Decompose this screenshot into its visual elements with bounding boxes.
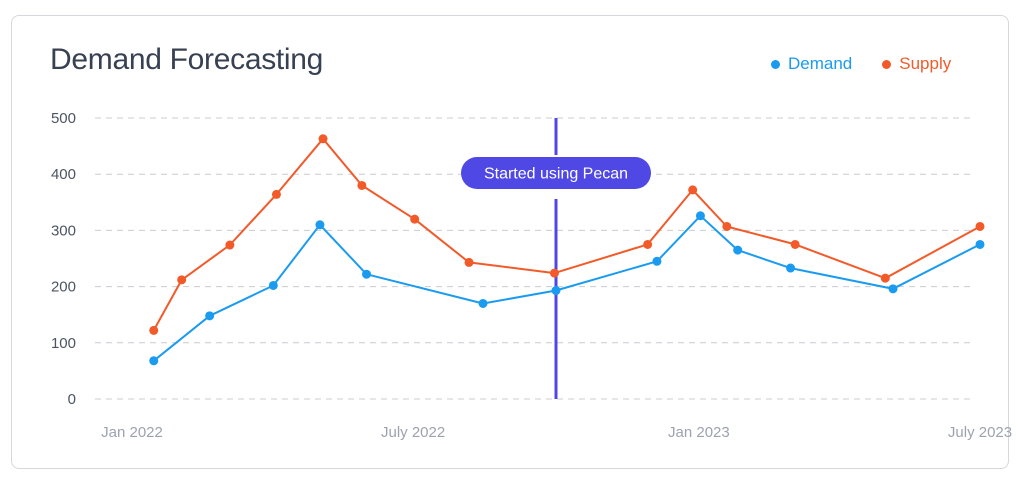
data-point-supply[interactable] <box>722 221 732 231</box>
y-tick-label: 400 <box>51 166 76 183</box>
legend-label-demand: Demand <box>788 54 853 73</box>
data-point-demand[interactable] <box>268 280 278 290</box>
data-point-demand[interactable] <box>695 211 705 221</box>
data-point-supply[interactable] <box>149 325 159 335</box>
data-point-supply[interactable] <box>975 221 985 231</box>
data-point-demand[interactable] <box>315 220 325 230</box>
x-tick-label: Jan 2022 <box>101 424 163 441</box>
legend-label-supply: Supply <box>899 54 952 73</box>
x-tick-label: Jan 2023 <box>668 424 730 441</box>
legend-item-demand[interactable]: Demand <box>771 54 852 74</box>
legend-item-supply[interactable]: Supply <box>882 54 951 74</box>
data-point-supply[interactable] <box>177 275 187 285</box>
data-point-demand[interactable] <box>478 298 488 308</box>
legend-dot-supply <box>882 59 892 69</box>
chart-card <box>11 15 1009 469</box>
chart-title: Demand Forecasting <box>50 43 324 76</box>
data-point-supply[interactable] <box>357 180 367 190</box>
data-point-demand[interactable] <box>652 256 662 266</box>
y-tick-label: 300 <box>51 222 76 239</box>
data-point-demand[interactable] <box>786 263 796 273</box>
data-point-demand[interactable] <box>362 269 372 279</box>
data-point-demand[interactable] <box>149 356 159 366</box>
data-point-demand[interactable] <box>205 311 215 321</box>
data-point-supply[interactable] <box>549 268 559 278</box>
series-line-demand <box>153 214 981 362</box>
data-point-supply[interactable] <box>225 240 235 250</box>
annotation-badge <box>461 157 651 189</box>
y-tick-label: 0 <box>68 391 76 408</box>
chart-legend: Demand Supply <box>771 54 951 74</box>
data-point-demand[interactable] <box>733 245 743 255</box>
data-point-supply[interactable] <box>790 239 800 249</box>
data-point-supply[interactable] <box>464 257 474 267</box>
x-tick-label: July 2022 <box>381 424 445 441</box>
data-point-demand[interactable] <box>551 286 561 296</box>
annotation-label: Started using Pecan <box>484 166 628 183</box>
data-point-supply[interactable] <box>688 185 698 195</box>
x-tick-label: July 2023 <box>948 424 1012 441</box>
data-point-supply[interactable] <box>271 189 281 199</box>
data-point-supply[interactable] <box>410 214 420 224</box>
y-tick-label: 100 <box>51 335 76 352</box>
data-point-supply[interactable] <box>880 273 890 283</box>
legend-dot-demand <box>771 59 780 69</box>
data-point-supply[interactable] <box>643 239 653 249</box>
data-point-supply[interactable] <box>318 134 328 144</box>
data-point-demand[interactable] <box>888 284 898 294</box>
y-tick-label: 500 <box>51 110 76 127</box>
y-tick-label: 200 <box>51 279 76 296</box>
data-point-demand[interactable] <box>975 239 985 249</box>
